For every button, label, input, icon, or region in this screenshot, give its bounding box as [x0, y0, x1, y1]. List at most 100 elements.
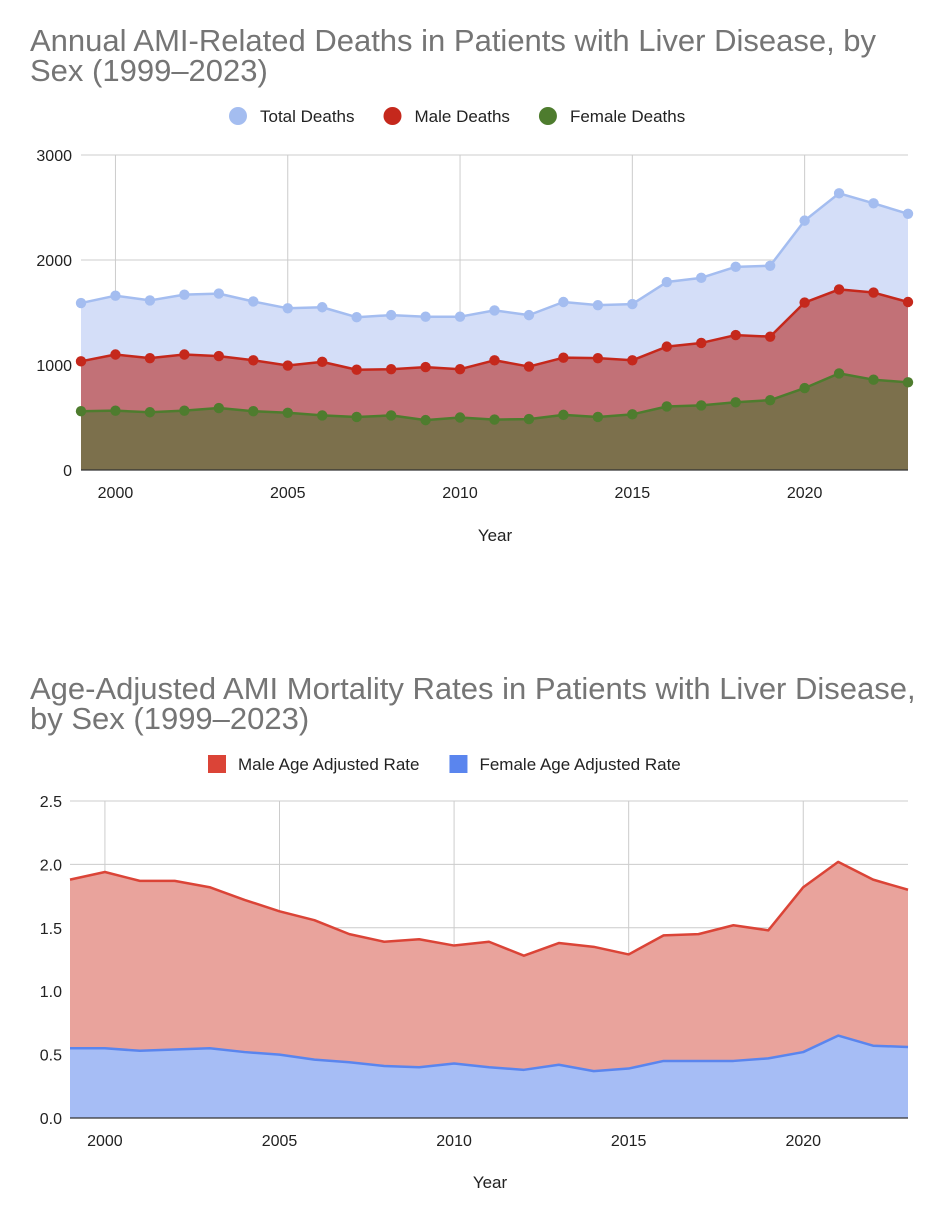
- point-total-deaths-2013: [558, 296, 569, 308]
- point-female-deaths-2021: [833, 368, 845, 379]
- x-axis-title: Year: [478, 526, 513, 545]
- point-male-deaths-2020: [799, 297, 810, 308]
- point-male-deaths-2008: [385, 364, 397, 375]
- point-total-deaths-2001: [144, 295, 156, 306]
- point-male-deaths-2000: [110, 349, 121, 360]
- point-male-deaths-2017: [696, 337, 707, 349]
- point-female-deaths-2001: [144, 407, 156, 418]
- point-total-deaths-2002: [179, 289, 190, 300]
- point-female-deaths-2005: [282, 407, 293, 418]
- y-tick-label: 1000: [36, 358, 72, 375]
- x-tick-label: 2010: [436, 1133, 472, 1150]
- point-total-deaths-2008: [385, 309, 397, 321]
- area-female-age-adjusted-rate: [70, 1035, 908, 1118]
- deaths-area-chart: 0 1000 2000 3000 2000 2005 2010 2015 2020 Total D…: [36, 107, 914, 545]
- point-female-deaths-2019: [764, 394, 776, 406]
- point-female-deaths-2014: [592, 411, 604, 423]
- legend-label-female-age-adjusted-rate: Female Age Adjusted Rate: [479, 755, 680, 774]
- point-total-deaths-2005: [282, 303, 293, 314]
- point-male-deaths-2004: [248, 355, 259, 366]
- legend-marker-female-deaths: [538, 107, 557, 125]
- point-male-deaths-2022: [868, 287, 879, 298]
- point-male-deaths-1999: [75, 356, 87, 367]
- y-tick-label: 3000: [36, 148, 72, 165]
- point-female-deaths-2002: [179, 405, 190, 416]
- point-female-deaths-2004: [248, 406, 259, 417]
- legend-marker-male-age-adjusted-rate: [208, 755, 226, 773]
- x-tick-label: 2000: [87, 1133, 123, 1150]
- point-male-deaths-2010: [454, 364, 466, 375]
- point-male-deaths-2015: [627, 355, 638, 366]
- point-total-deaths-2023: [902, 208, 914, 219]
- point-male-deaths-2003: [213, 350, 225, 362]
- point-female-deaths-2008: [385, 410, 397, 421]
- legend-label-male-deaths: Male Deaths: [415, 107, 510, 126]
- x-tick-label: 2015: [615, 485, 651, 502]
- legend-marker-female-age-adjusted-rate: [449, 755, 468, 773]
- point-total-deaths-2014: [592, 299, 604, 311]
- point-female-deaths-2022: [868, 374, 879, 385]
- point-total-deaths-2020: [799, 215, 810, 226]
- y-tick-label: 0: [63, 463, 72, 480]
- point-male-deaths-2007: [351, 364, 362, 375]
- point-male-deaths-2001: [144, 352, 156, 364]
- point-total-deaths-2017: [696, 272, 707, 284]
- point-female-deaths-2003: [213, 402, 225, 414]
- point-female-deaths-2009: [420, 414, 431, 426]
- point-female-deaths-2018: [730, 397, 741, 408]
- point-total-deaths-2009: [420, 311, 431, 322]
- point-female-deaths-2017: [696, 400, 707, 411]
- legend-label-female-deaths: Female Deaths: [570, 107, 685, 126]
- point-total-deaths-2018: [730, 261, 741, 273]
- point-male-deaths-2005: [282, 360, 293, 371]
- x-tick-label: 2015: [611, 1133, 647, 1150]
- point-female-deaths-2006: [317, 410, 328, 421]
- point-total-deaths-1999: [75, 297, 87, 309]
- x-tick-label: 2020: [785, 1133, 821, 1150]
- y-tick-label: 1.5: [40, 921, 62, 938]
- legend-label-total-deaths: Total Deaths: [260, 107, 355, 126]
- point-female-deaths-1999: [75, 406, 87, 417]
- point-female-deaths-2011: [489, 414, 500, 425]
- point-female-deaths-2007: [351, 411, 362, 423]
- point-total-deaths-2016: [661, 276, 672, 288]
- point-total-deaths-2004: [248, 296, 259, 307]
- chart-title-deaths: Annual AMI-Related Deaths in Patients wi…: [30, 23, 877, 88]
- point-female-deaths-2023: [902, 377, 914, 388]
- point-female-deaths-2015: [627, 409, 638, 420]
- y-tick-label: 2000: [36, 253, 72, 270]
- point-total-deaths-2006: [317, 302, 328, 313]
- rates-area-chart: 0.0 0.5 1.0 1.5 2.0 2.5 2000 2005 2010 2015 2020 Ma…: [40, 755, 909, 1192]
- x-tick-label: 2010: [442, 485, 478, 502]
- point-male-deaths-2018: [730, 329, 741, 341]
- line-male-age-adjusted-rate: [69, 860, 909, 957]
- y-tick-label: 2.5: [40, 794, 62, 811]
- x-tick-label: 2000: [98, 485, 134, 502]
- point-female-deaths-2012: [523, 413, 535, 425]
- legend-label-male-age-adjusted-rate: Male Age Adjusted Rate: [238, 755, 419, 774]
- point-male-deaths-2019: [764, 331, 776, 342]
- y-tick-label: 2.0: [40, 857, 62, 874]
- x-tick-label: 2020: [787, 485, 823, 502]
- point-total-deaths-2007: [351, 312, 362, 323]
- point-male-deaths-2012: [523, 361, 535, 372]
- y-tick-label: 1.0: [40, 984, 62, 1001]
- point-total-deaths-2003: [213, 288, 225, 299]
- point-female-deaths-2000: [110, 405, 121, 416]
- point-male-deaths-2013: [558, 352, 569, 363]
- legend-marker-total-deaths: [229, 107, 247, 125]
- legend-marker-male-deaths: [383, 107, 402, 125]
- y-tick-label: 0.5: [40, 1048, 62, 1065]
- point-total-deaths-2022: [868, 198, 879, 209]
- point-female-deaths-2013: [558, 409, 569, 421]
- point-total-deaths-2011: [489, 305, 500, 316]
- point-total-deaths-2021: [833, 188, 845, 199]
- point-male-deaths-2002: [179, 349, 190, 360]
- point-total-deaths-2019: [764, 260, 776, 271]
- point-total-deaths-2012: [523, 309, 535, 321]
- point-total-deaths-2010: [454, 311, 466, 322]
- point-total-deaths-2000: [110, 290, 121, 301]
- point-total-deaths-2015: [627, 298, 638, 310]
- point-male-deaths-2014: [592, 352, 604, 364]
- point-female-deaths-2020: [799, 382, 810, 394]
